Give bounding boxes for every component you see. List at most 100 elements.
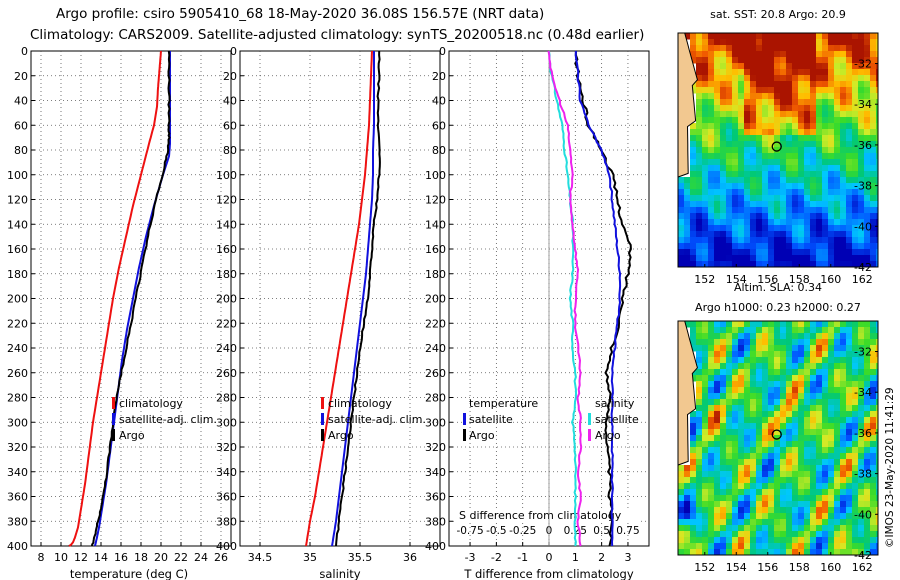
map-title: Altim. SLA: 0.34 xyxy=(734,281,822,294)
legend-label: satellite xyxy=(469,413,513,426)
y-tick-label: 120 xyxy=(425,194,446,207)
y-tick-label: 40 xyxy=(223,95,237,108)
legend-label: climatology xyxy=(328,397,392,410)
y-tick-label: 140 xyxy=(7,218,28,231)
map-subtitle: Argo h1000: 0.23 h2000: 0.27 xyxy=(695,301,861,314)
map-y-tick-label: -40 xyxy=(854,220,872,233)
y-tick-label: 100 xyxy=(7,169,28,182)
salinity-diff-tick-label: -0.25 xyxy=(509,525,536,537)
x-tick-label: 26 xyxy=(214,551,228,564)
map-x-tick-label: 154 xyxy=(726,273,747,286)
y-tick-label: 340 xyxy=(216,466,237,479)
map-y-tick-label: -34 xyxy=(854,386,872,399)
header-line2: Climatology: CARS2009. Satellite-adjuste… xyxy=(30,27,645,43)
y-tick-label: 220 xyxy=(216,317,237,330)
credit-text: ©IMOS 23-May-2020 11:41:29 xyxy=(884,387,896,548)
x-tick-label: 2 xyxy=(598,551,605,564)
salinity-diff-tick-label: 0.75 xyxy=(616,525,639,537)
legend-label: satellite-adj. clim. xyxy=(119,413,217,426)
x-tick-label: 1 xyxy=(572,551,579,564)
y-tick-label: 280 xyxy=(216,392,237,405)
x-tick-label: 3 xyxy=(624,551,631,564)
series-line-climatology xyxy=(305,50,373,547)
series-line-salinity-argo xyxy=(547,50,583,547)
legend-swatch xyxy=(321,397,324,409)
y-tick-label: 220 xyxy=(425,317,446,330)
y-tick-label: 20 xyxy=(14,70,28,83)
y-tick-label: 180 xyxy=(7,268,28,281)
y-tick-label: 300 xyxy=(216,416,237,429)
y-tick-label: 400 xyxy=(425,540,446,553)
map-y-tick-label: -34 xyxy=(854,98,872,111)
y-tick-label: 120 xyxy=(216,194,237,207)
y-tick-label: 260 xyxy=(7,367,28,380)
y-tick-label: 0 xyxy=(230,45,237,58)
float-location-marker xyxy=(771,429,782,440)
y-tick-label: 360 xyxy=(425,491,446,504)
x-axis-label: T difference from climatology xyxy=(463,567,634,580)
y-tick-label: 180 xyxy=(216,268,237,281)
y-tick-label: 240 xyxy=(7,342,28,355)
land xyxy=(678,321,698,555)
map-x-tick-label: 158 xyxy=(789,561,810,574)
y-tick-label: 220 xyxy=(7,317,28,330)
map-frame xyxy=(677,320,879,556)
float-location-marker xyxy=(771,141,782,152)
map-x-tick-label: 160 xyxy=(820,561,841,574)
x-tick-label: 36 xyxy=(403,551,417,564)
map-x-tick-label: 152 xyxy=(694,561,715,574)
y-tick-label: 320 xyxy=(7,441,28,454)
x-tick-label: 18 xyxy=(134,551,148,564)
map-x-tick-label: 162 xyxy=(852,273,873,286)
y-tick-label: 0 xyxy=(21,45,28,58)
y-tick-label: 260 xyxy=(425,367,446,380)
y-tick-label: 160 xyxy=(425,243,446,256)
map-x-tick-label: 154 xyxy=(726,561,747,574)
series-line-salinity-satellite xyxy=(574,50,622,547)
y-tick-label: 340 xyxy=(425,466,446,479)
y-tick-label: 0 xyxy=(439,45,446,58)
x-axis-label: temperature (deg C) xyxy=(70,567,188,580)
legend-label: Argo xyxy=(119,429,145,442)
map-y-tick-label: -32 xyxy=(854,58,872,71)
x-axis-label: salinity xyxy=(319,567,360,580)
y-tick-label: 80 xyxy=(432,144,446,157)
salinity-diff-tick-label: 0.5 xyxy=(593,525,610,537)
series-line-argo xyxy=(335,50,381,547)
map-frame xyxy=(677,32,879,268)
map-x-tick-label: 156 xyxy=(757,561,778,574)
y-tick-label: 160 xyxy=(7,243,28,256)
legend-label: satellite-adj. clim. xyxy=(328,413,426,426)
y-tick-label: 100 xyxy=(216,169,237,182)
legend-swatch xyxy=(112,429,115,441)
y-tick-label: 280 xyxy=(425,392,446,405)
map-y-tick-label: -42 xyxy=(854,549,872,562)
legend-swatch xyxy=(112,397,115,409)
map-y-tick-label: -40 xyxy=(854,508,872,521)
salinity-diff-tick-label: -0.75 xyxy=(456,525,483,537)
y-tick-label: 240 xyxy=(216,342,237,355)
series-line-satellite-adj-clim- xyxy=(94,51,171,547)
legend-salinity-title: salinity xyxy=(595,397,635,410)
legend-label: climatology xyxy=(119,397,183,410)
series-line-climatology xyxy=(68,50,162,547)
y-tick-label: 340 xyxy=(7,466,28,479)
legend-swatch xyxy=(588,429,591,441)
y-tick-label: 120 xyxy=(7,194,28,207)
x-tick-label: 14 xyxy=(94,551,108,564)
x-tick-label: 24 xyxy=(194,551,208,564)
y-tick-label: 60 xyxy=(14,119,28,132)
y-tick-label: 60 xyxy=(223,119,237,132)
legend-label: satellite xyxy=(595,413,639,426)
y-tick-label: 320 xyxy=(425,441,446,454)
legend-label: Argo xyxy=(595,429,621,442)
x-tick-label: 0 xyxy=(546,551,553,564)
map-field xyxy=(678,321,878,555)
y-tick-label: 180 xyxy=(425,268,446,281)
map-y-tick-label: -32 xyxy=(854,346,872,359)
sla-map: Altim. SLA: 0.34 Argo h1000: 0.23 h2000: … xyxy=(677,281,879,574)
y-tick-label: 400 xyxy=(7,540,28,553)
y-tick-label: 80 xyxy=(14,144,28,157)
y-tick-label: 100 xyxy=(425,169,446,182)
x-tick-label: 16 xyxy=(114,551,128,564)
